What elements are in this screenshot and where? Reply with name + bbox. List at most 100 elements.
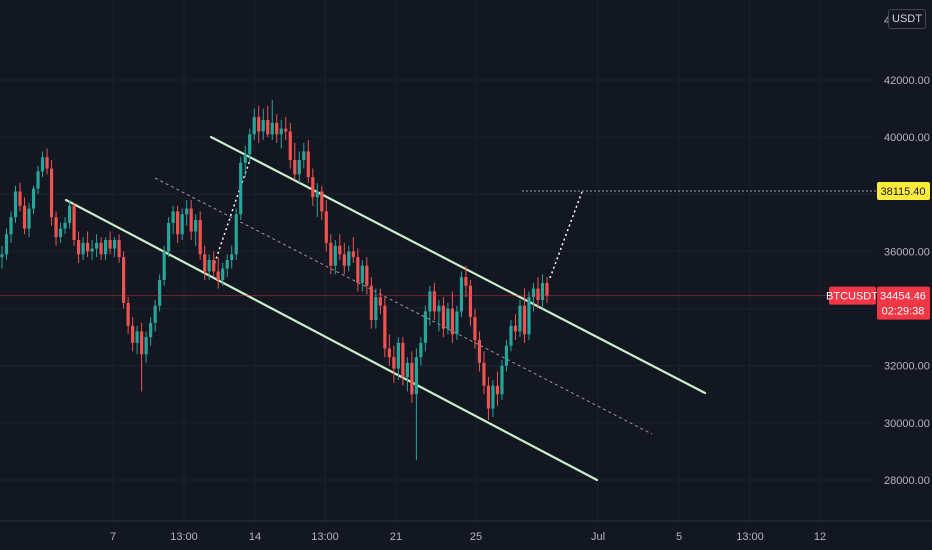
candle-body	[81, 242, 85, 255]
candle	[149, 317, 153, 346]
candle	[275, 114, 279, 143]
candle-body	[149, 322, 153, 338]
candle	[76, 231, 81, 263]
candle-body	[27, 208, 31, 229]
candle-body	[500, 365, 504, 395]
candle-body	[459, 277, 464, 312]
price-tick-label: 28000.00	[884, 475, 930, 487]
candle	[378, 288, 382, 315]
currency-badge[interactable]: USDT	[888, 9, 926, 29]
candle	[162, 245, 166, 286]
candles-layer	[0, 100, 549, 460]
candle-body	[297, 160, 301, 175]
candle-body	[9, 217, 13, 235]
candle-body	[189, 208, 193, 232]
candle-body	[31, 188, 36, 209]
candle	[63, 217, 67, 235]
candle	[293, 142, 297, 180]
candle-body	[441, 305, 446, 329]
candle-body	[4, 234, 9, 255]
candle-body	[536, 288, 540, 300]
candle	[414, 348, 418, 460]
candle	[18, 182, 22, 212]
candle	[85, 231, 90, 258]
candle-body	[103, 240, 108, 255]
candle	[81, 237, 85, 260]
candle-body	[198, 220, 202, 255]
candle	[333, 240, 337, 275]
candle-body	[545, 282, 549, 296]
candle-body	[216, 271, 220, 280]
candle-body	[162, 251, 166, 280]
candle-body	[140, 331, 144, 355]
candle	[491, 380, 495, 418]
candle-body	[288, 131, 292, 160]
time-tick-label: 13:00	[170, 531, 198, 543]
candle	[284, 117, 288, 140]
candle	[67, 200, 72, 229]
candle-body	[22, 205, 27, 229]
candle-body	[410, 362, 414, 395]
time-tick-label: 12	[814, 531, 826, 543]
candle	[212, 251, 216, 278]
candle	[500, 360, 504, 400]
candle-body	[58, 228, 63, 238]
candle-body	[378, 297, 382, 306]
candle	[153, 300, 157, 332]
candle-body	[67, 205, 72, 223]
candle-body	[504, 345, 509, 366]
candle-body	[486, 385, 491, 409]
candle	[221, 262, 225, 286]
candle-body	[207, 260, 211, 272]
candle	[261, 108, 265, 140]
candle	[239, 157, 243, 220]
candle-body	[518, 305, 522, 332]
candle	[531, 282, 536, 312]
candle-body	[257, 117, 261, 132]
candle-body	[18, 191, 22, 206]
last-price-tag	[877, 286, 930, 320]
candle	[338, 234, 342, 260]
candle	[117, 234, 121, 263]
candle-body	[113, 240, 117, 249]
candle	[410, 351, 414, 403]
time-tick-label: 5	[676, 531, 682, 543]
candle-body	[369, 285, 373, 320]
candle-body	[85, 242, 90, 252]
candle	[207, 254, 211, 280]
time-axis[interactable]: 7 13:00 14 13:00 21 25 Jul 5 13:00 12	[0, 520, 932, 543]
candle	[176, 205, 180, 243]
candle-body	[315, 191, 319, 198]
candle	[90, 240, 94, 260]
candle-body	[225, 260, 229, 269]
time-tick-label: 13:00	[736, 531, 764, 543]
price-tick-label: 30000.00	[884, 418, 930, 430]
candle	[540, 274, 545, 309]
candle	[383, 297, 387, 358]
candle-body	[270, 122, 274, 135]
candle-body	[531, 288, 536, 298]
candle-body	[414, 357, 418, 395]
candle	[315, 182, 319, 218]
candle	[522, 288, 527, 343]
candle	[419, 337, 423, 366]
candle	[230, 245, 234, 269]
price-tick-label: 36000.00	[884, 246, 930, 258]
candle-body	[311, 177, 315, 198]
candle-body	[0, 254, 4, 258]
price-tick-label: 42000.00	[884, 75, 930, 87]
candle-body	[176, 211, 180, 235]
candle	[405, 357, 409, 392]
candle-body	[40, 157, 45, 172]
channel-line	[209, 135, 707, 395]
candle-body	[428, 291, 432, 312]
candle	[22, 197, 27, 235]
candle-body	[356, 257, 360, 283]
candle-body	[94, 242, 99, 249]
candle-body	[284, 128, 288, 132]
candle	[113, 237, 117, 258]
candle	[126, 297, 130, 335]
candle-body	[131, 325, 135, 343]
